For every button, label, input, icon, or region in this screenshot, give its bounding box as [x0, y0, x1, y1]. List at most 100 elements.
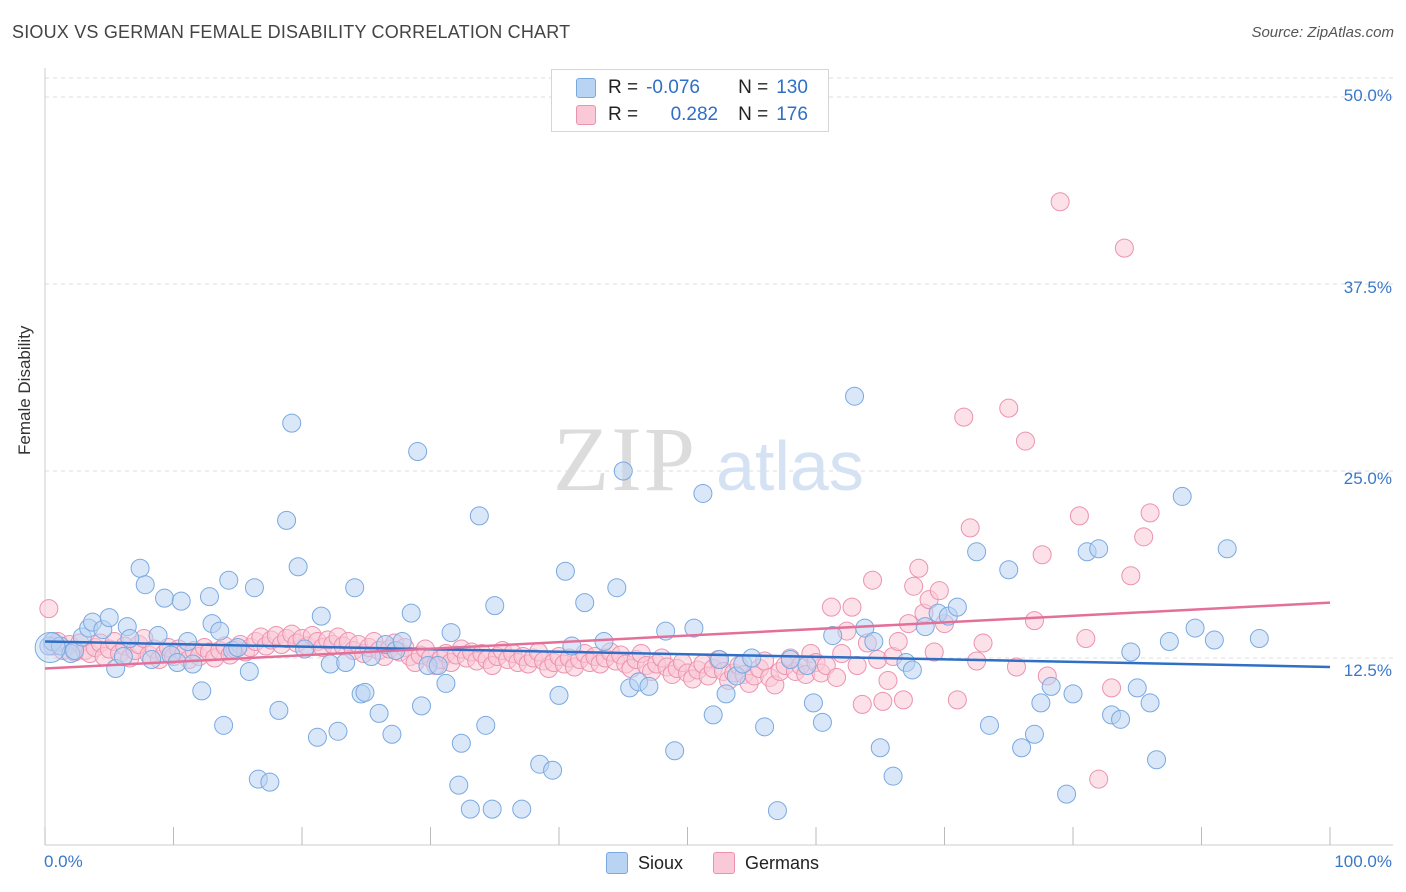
- sioux-point: [1147, 750, 1167, 770]
- sioux-point: [703, 705, 723, 725]
- sioux-point: [482, 799, 502, 819]
- sioux-point: [742, 648, 762, 668]
- x-tick-label-max: 100.0%: [1334, 852, 1392, 871]
- sioux-point: [1217, 539, 1237, 559]
- sioux-point: [311, 606, 331, 626]
- sioux-point: [1249, 629, 1269, 649]
- legend-label-germans: Germans: [745, 852, 820, 873]
- sioux-point: [244, 578, 264, 598]
- sioux-point: [1111, 709, 1131, 729]
- sioux-point: [142, 649, 162, 669]
- german-point: [1050, 192, 1070, 212]
- sioux-point: [307, 727, 327, 747]
- sioux-point: [755, 717, 775, 737]
- sioux-point: [575, 593, 595, 613]
- german-point: [827, 667, 847, 687]
- sioux-point: [549, 685, 569, 705]
- sioux-point: [716, 684, 736, 704]
- germans-swatch: [576, 105, 596, 125]
- sioux-point: [449, 775, 469, 795]
- german-point: [1089, 769, 1109, 789]
- sioux-point: [476, 715, 496, 735]
- sioux-point: [336, 652, 356, 672]
- sioux-point: [1121, 642, 1141, 662]
- sioux-point: [594, 632, 614, 652]
- german-point: [1024, 611, 1044, 631]
- german-point: [821, 597, 841, 617]
- n-label: N =: [738, 104, 769, 125]
- sioux-point: [947, 597, 967, 617]
- german-point: [947, 690, 967, 710]
- sioux-point: [355, 682, 375, 702]
- sioux-point: [99, 608, 119, 628]
- sioux-point: [864, 632, 884, 652]
- sioux-point: [512, 799, 532, 819]
- y-tick-label: 50.0%: [1343, 86, 1392, 105]
- legend-row-germans: R = 0.282 N = 176: [576, 103, 808, 127]
- sioux-point: [219, 570, 239, 590]
- sioux-point: [1041, 676, 1061, 696]
- sioux-point: [199, 587, 219, 607]
- german-point: [1121, 566, 1141, 586]
- sioux-point: [803, 693, 823, 713]
- sioux-point: [1089, 539, 1109, 559]
- sioux-point: [1172, 486, 1192, 506]
- german-point: [904, 576, 924, 596]
- german-point: [929, 581, 949, 601]
- chart-source: Source: ZipAtlas.com: [1251, 24, 1394, 41]
- legend-label-sioux: Sioux: [638, 852, 684, 873]
- grid-lines: [45, 77, 1393, 659]
- sioux-point: [282, 413, 302, 433]
- sioux-point: [469, 506, 489, 526]
- sioux-point: [130, 558, 150, 578]
- watermark-atlas: atlas: [716, 427, 864, 505]
- german-point: [1006, 657, 1026, 677]
- sioux-point: [1063, 684, 1083, 704]
- sioux-point: [228, 638, 248, 658]
- sioux-point: [684, 618, 704, 638]
- sioux-point: [412, 696, 432, 716]
- german-point: [39, 599, 59, 619]
- legend-item-germans[interactable]: Germans: [713, 852, 819, 874]
- correlation-legend: R = -0.076 N = 130 R = 0.282 N = 176: [551, 69, 829, 132]
- sioux-point: [135, 575, 155, 595]
- y-tick-label: 37.5%: [1343, 278, 1392, 297]
- german-point: [1069, 506, 1089, 526]
- sioux-point: [665, 741, 685, 761]
- sioux-point: [555, 561, 575, 581]
- sioux-point: [34, 632, 66, 664]
- sioux-point: [210, 621, 230, 641]
- german-point: [1114, 238, 1134, 258]
- sioux-point: [436, 673, 456, 693]
- german-point: [847, 655, 867, 675]
- sioux-point: [607, 578, 627, 598]
- sioux-point: [797, 655, 817, 675]
- sioux-point: [812, 712, 832, 732]
- sioux-point: [171, 591, 191, 611]
- sioux-point: [382, 724, 402, 744]
- r-value: 0.282: [670, 104, 719, 125]
- sioux-point: [1031, 693, 1051, 713]
- sioux-swatch: [606, 852, 628, 874]
- sioux-point: [1127, 678, 1147, 698]
- y-tick-label: 25.0%: [1343, 469, 1392, 488]
- sioux-point: [183, 654, 203, 674]
- chart-title: SIOUX VS GERMAN FEMALE DISABILITY CORREL…: [12, 22, 571, 42]
- r-label: R =: [608, 77, 639, 98]
- r-label: R =: [608, 104, 639, 125]
- legend-item-sioux[interactable]: Sioux: [606, 852, 683, 874]
- sioux-point: [883, 766, 903, 786]
- german-point: [842, 597, 862, 617]
- german-point: [1032, 545, 1052, 565]
- sioux-point: [485, 596, 505, 616]
- series-legend: Sioux Germans: [606, 852, 849, 874]
- sioux-point: [639, 676, 659, 696]
- german-point: [863, 570, 883, 590]
- sioux-point: [780, 649, 800, 669]
- sioux-swatch: [576, 78, 596, 98]
- german-point: [868, 649, 888, 669]
- sioux-point: [269, 700, 289, 720]
- trend-lines: [44, 601, 1331, 670]
- sioux-point: [460, 799, 480, 819]
